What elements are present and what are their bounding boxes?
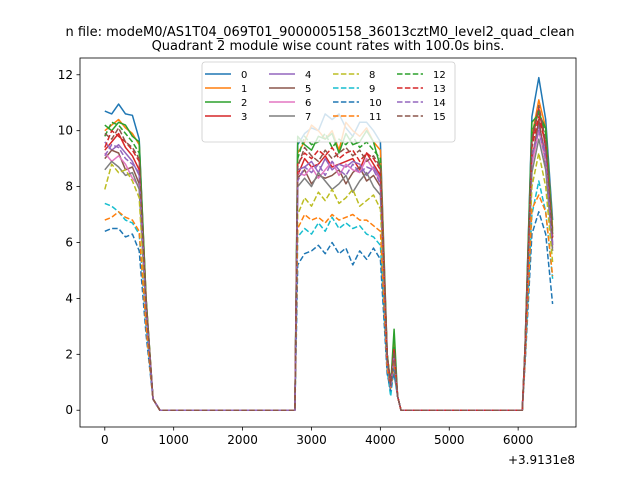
legend-label-11: 11 xyxy=(369,112,382,123)
legend-label-0: 0 xyxy=(241,70,247,81)
legend-label-13: 13 xyxy=(433,84,446,95)
series-line-14 xyxy=(104,129,554,411)
y-tick-label-2: 2 xyxy=(65,347,73,361)
legend-label-15: 15 xyxy=(433,112,446,123)
y-tick-label-4: 4 xyxy=(65,291,73,305)
chart-suptitle: n file: modeM0/AS1T04_069T01_9000005158_… xyxy=(65,25,574,40)
legend-label-1: 1 xyxy=(241,84,247,95)
legend-label-7: 7 xyxy=(305,112,311,123)
x-tick-label-5000: 5000 xyxy=(434,433,465,447)
series-line-9 xyxy=(104,180,554,411)
series-line-6 xyxy=(104,129,554,411)
x-tick-label-1000: 1000 xyxy=(158,433,189,447)
legend-label-2: 2 xyxy=(241,98,247,109)
legend-label-5: 5 xyxy=(305,84,311,95)
x-axis-offset-label: +3.9131e8 xyxy=(508,453,575,467)
y-tick-label-0: 0 xyxy=(65,403,73,417)
y-tick-label-10: 10 xyxy=(58,124,73,138)
series-line-2 xyxy=(104,113,554,411)
series-line-8 xyxy=(104,152,554,411)
legend-label-3: 3 xyxy=(241,112,247,123)
legend-box xyxy=(201,61,456,143)
series-line-1 xyxy=(104,99,554,411)
series-line-12 xyxy=(104,110,554,411)
legend-label-14: 14 xyxy=(433,98,446,109)
x-tick-label-6000: 6000 xyxy=(503,433,534,447)
legend-label-8: 8 xyxy=(369,70,375,81)
legend-label-9: 9 xyxy=(369,84,375,95)
series-line-15 xyxy=(104,104,554,411)
x-tick-label-2000: 2000 xyxy=(227,433,258,447)
x-tick-label-3000: 3000 xyxy=(296,433,327,447)
legend-label-10: 10 xyxy=(369,98,382,109)
y-tick-label-12: 12 xyxy=(58,68,73,82)
series-line-7 xyxy=(104,138,554,411)
legend-label-6: 6 xyxy=(305,98,311,109)
legend-label-4: 4 xyxy=(305,70,311,81)
y-tick-label-8: 8 xyxy=(65,180,73,194)
x-tick-label-0: 0 xyxy=(101,433,109,447)
y-tick-label-6: 6 xyxy=(65,236,73,250)
legend-label-12: 12 xyxy=(433,70,446,81)
series-line-10 xyxy=(104,211,554,411)
series-line-11 xyxy=(104,194,554,411)
chart-title: Quadrant 2 module wise count rates with … xyxy=(152,39,505,54)
x-tick-label-4000: 4000 xyxy=(365,433,396,447)
series-line-3 xyxy=(104,107,554,411)
